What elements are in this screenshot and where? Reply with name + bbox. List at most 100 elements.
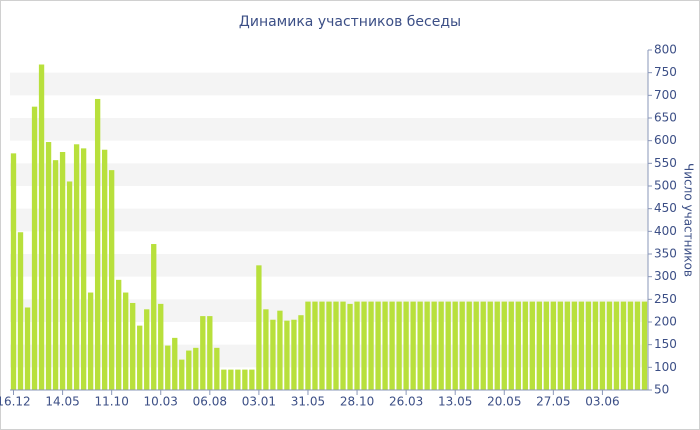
bar: [200, 316, 206, 390]
x-tick-label: 11.10: [94, 395, 128, 409]
bar: [214, 347, 220, 390]
y-tick-label: 800: [654, 43, 677, 57]
bar: [17, 232, 24, 390]
bar: [389, 301, 395, 390]
y-tick-label: 600: [654, 133, 677, 147]
bar: [424, 301, 430, 390]
bar: [599, 301, 606, 390]
bar: [571, 301, 578, 390]
x-tick-label: 03.06: [585, 395, 619, 409]
y-tick-label: 700: [654, 88, 677, 102]
y-tick-label: 400: [654, 224, 677, 238]
bar: [368, 301, 374, 390]
bar: [277, 310, 283, 390]
bar: [536, 301, 542, 390]
y-tick-label: 750: [654, 65, 677, 79]
x-tick-label: 03.01: [242, 395, 276, 409]
grid-band: [10, 208, 648, 232]
x-tick-label: 14.05: [45, 395, 79, 409]
grid-band: [10, 254, 648, 277]
y-tick-label: 450: [654, 201, 677, 215]
bar: [515, 301, 521, 390]
bar: [193, 347, 199, 390]
y-tick-label: 50: [654, 383, 669, 397]
bar: [24, 307, 31, 390]
x-tick-label: 13.05: [438, 395, 472, 409]
bar: [564, 301, 571, 390]
bar: [543, 301, 550, 390]
bar: [431, 301, 437, 390]
bar: [354, 301, 360, 390]
bar: [242, 369, 248, 390]
bar: [59, 152, 66, 390]
bar: [480, 301, 486, 390]
bar: [137, 325, 143, 390]
bar: [263, 309, 269, 390]
bar: [144, 309, 150, 390]
x-tick-label: 20.05: [487, 395, 521, 409]
bar: [634, 301, 641, 390]
x-tick-label: 10.03: [144, 395, 178, 409]
bar: [557, 301, 564, 390]
bar: [291, 319, 297, 390]
bar: [73, 144, 80, 390]
bar: [249, 369, 255, 390]
bar: [108, 170, 115, 390]
bar: [45, 142, 52, 390]
bar: [508, 301, 514, 390]
bar: [340, 301, 346, 390]
bar: [228, 369, 234, 390]
y-tick-label: 250: [654, 292, 677, 306]
y-tick-label: 650: [654, 111, 677, 125]
bar: [116, 279, 122, 390]
bar: [522, 301, 528, 390]
bar: [438, 301, 444, 390]
bar: [319, 301, 325, 390]
x-tick-label: 06.08: [193, 395, 227, 409]
chart-title: Динамика участников беседы: [239, 14, 461, 30]
bar: [403, 301, 409, 390]
y-tick-label: 300: [654, 269, 677, 283]
bar: [326, 301, 332, 390]
bar: [606, 301, 613, 390]
bar: [87, 292, 94, 390]
bar: [550, 301, 557, 390]
y-axis-title: Число участников: [682, 163, 696, 277]
bar: [305, 301, 311, 390]
bar: [256, 265, 262, 390]
y-tick-label: 500: [654, 179, 677, 193]
bar: [38, 64, 45, 391]
bar: [172, 337, 178, 390]
bar: [333, 301, 339, 390]
bar: [382, 301, 388, 390]
bar: [417, 301, 423, 390]
bar: [10, 153, 17, 390]
bar: [585, 301, 592, 390]
bar: [80, 148, 87, 390]
bar: [235, 369, 241, 390]
bar: [487, 301, 493, 390]
bar: [494, 301, 500, 390]
bar: [158, 303, 164, 390]
bar: [410, 301, 416, 390]
bar: [312, 301, 318, 390]
bar: [31, 106, 38, 391]
bar: [613, 301, 620, 390]
bar: [592, 301, 599, 390]
bar: [179, 359, 185, 390]
bar: [284, 320, 290, 390]
bar: [627, 301, 634, 390]
bar: [298, 315, 304, 390]
bar: [452, 301, 458, 390]
y-tick-label: 200: [654, 315, 677, 329]
bar: [151, 244, 157, 390]
bar: [130, 302, 136, 390]
bar: [529, 301, 535, 390]
y-tick-label: 150: [654, 337, 677, 351]
bar: [466, 301, 472, 390]
bar: [270, 319, 276, 390]
bar: [221, 369, 227, 390]
bar: [207, 316, 213, 390]
bar: [66, 181, 73, 390]
